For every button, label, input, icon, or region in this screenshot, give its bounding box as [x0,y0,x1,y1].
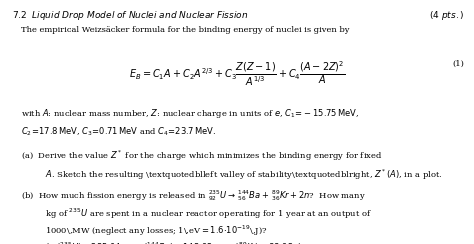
Text: $(m(^{235}U) = 235.04u\ ,\ m(^{144}Ba) = 143.92u\ ,\ m(^{89}Kr) = 88.92u)$: $(m(^{235}U) = 235.04u\ ,\ m(^{144}Ba) =… [45,241,302,244]
Text: $A$. Sketch the resulting \textquotedblleft valley of stability\textquotedblrigh: $A$. Sketch the resulting \textquotedbll… [45,167,443,182]
Text: (1): (1) [453,60,465,68]
Text: $\it{7.2\ \ Liquid\ Drop\ Model\ of\ Nuclei\ and\ Nuclear\ Fission}$: $\it{7.2\ \ Liquid\ Drop\ Model\ of\ Nuc… [12,9,248,21]
Text: The empirical Weizsäcker formula for the binding energy of nuclei is given by: The empirical Weizsäcker formula for the… [21,26,350,34]
Text: kg of $^{235}U$ are spent in a nuclear reactor operating for 1 year at an output: kg of $^{235}U$ are spent in a nuclear r… [45,207,372,221]
Text: $E_B = C_1A + C_2A^{2/3} + C_3\dfrac{Z(Z-1)}{A^{1/3}} + C_4\dfrac{(A-2Z)^2}{A}$: $E_B = C_1A + C_2A^{2/3} + C_3\dfrac{Z(Z… [129,60,345,88]
Text: $\it{(4\ pts.)}$: $\it{(4\ pts.)}$ [429,9,465,21]
Text: $C_2\!=\!17.8\,\mathrm{MeV}$, $C_3\!=\!0.71\,\mathrm{MeV}$ and $C_4\!=\!23.7\,\m: $C_2\!=\!17.8\,\mathrm{MeV}$, $C_3\!=\!0… [21,126,217,138]
Text: 1000\,MW (neglect any losses; 1\,eV$=1.6{\cdot}10^{-19}$\,J)?: 1000\,MW (neglect any losses; 1\,eV$=1.6… [45,224,267,238]
Text: with $A$: nuclear mass number, $Z$: nuclear charge in units of $e$, $C_1\!=\!-15: with $A$: nuclear mass number, $Z$: nucl… [21,107,359,120]
Text: (b)  How much fission energy is released in $^{235}_{92}U \rightarrow \,^{144}_{: (b) How much fission energy is released … [21,188,366,203]
Text: (a)  Derive the value $Z^*$ for the charge which minimizes the binding energy fo: (a) Derive the value $Z^*$ for the charg… [21,149,383,163]
